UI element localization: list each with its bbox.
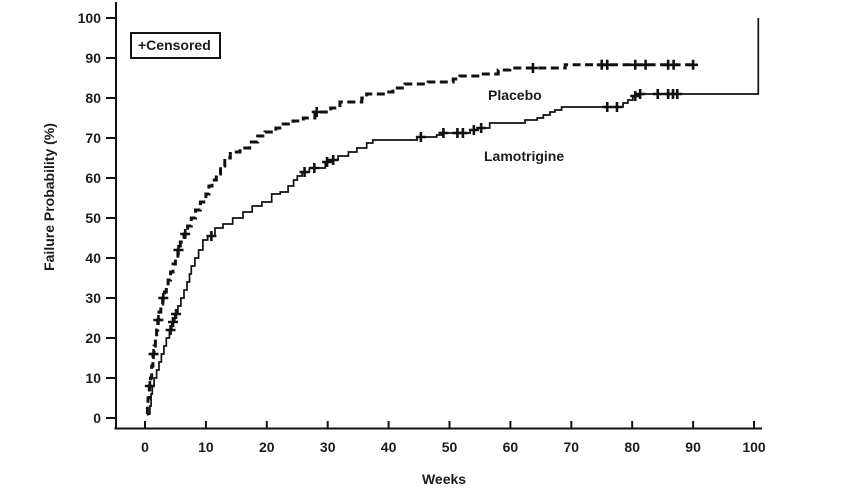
censor-mark — [148, 349, 159, 359]
x-tick-label: 40 — [381, 439, 397, 455]
censor-mark — [630, 59, 641, 70]
censor-mark — [602, 59, 613, 70]
placebo-censor-marks — [144, 59, 699, 391]
y-tick-label: 80 — [85, 90, 101, 106]
censor-mark — [476, 123, 487, 133]
y-tick-label: 40 — [85, 250, 101, 266]
y-tick-label: 30 — [85, 290, 101, 306]
x-tick-label: 70 — [564, 439, 580, 455]
y-tick-label: 50 — [85, 210, 101, 226]
censor-mark — [468, 125, 479, 135]
y-tick-label: 90 — [85, 50, 101, 66]
censor-mark — [652, 89, 663, 99]
censor-mark — [309, 163, 320, 173]
censor-mark — [173, 245, 184, 255]
censor-mark — [668, 59, 679, 70]
censor-mark — [438, 128, 449, 138]
censor-mark — [180, 229, 191, 239]
x-tick-label: 10 — [198, 439, 214, 455]
y-tick-label: 70 — [85, 130, 101, 146]
placebo-curve — [145, 63, 695, 416]
y-axis-title: Failure Probability (%) — [41, 123, 57, 271]
censor-mark — [640, 59, 651, 70]
censor-mark — [158, 293, 169, 303]
censor-mark — [415, 132, 426, 142]
x-tick-label: 100 — [742, 439, 766, 455]
y-tick-label: 10 — [85, 370, 101, 386]
lamotrigine-series-label: Lamotrigine — [484, 148, 565, 164]
x-tick-label: 0 — [141, 439, 149, 455]
censor-mark — [602, 102, 613, 112]
censor-mark — [688, 59, 699, 70]
lamotrigine-curve — [148, 18, 760, 415]
x-tick-label: 20 — [259, 439, 275, 455]
x-tick-label: 80 — [624, 439, 640, 455]
censor-mark — [527, 63, 538, 73]
y-tick-label: 100 — [78, 10, 102, 26]
censor-mark — [611, 102, 622, 112]
y-tick-label: 0 — [93, 410, 101, 426]
x-tick-label: 90 — [685, 439, 701, 455]
x-axis-title: Weeks — [421, 471, 467, 487]
placebo-series-label: Placebo — [488, 87, 542, 103]
y-tick-label: 60 — [85, 170, 101, 186]
lamotrigine-censor-marks — [165, 89, 683, 335]
y-tick-label: 20 — [85, 330, 101, 346]
censor-mark — [165, 325, 176, 335]
censor-mark — [311, 107, 322, 117]
x-tick-label: 30 — [320, 439, 336, 455]
censor-mark — [168, 317, 179, 327]
x-tick-label: 50 — [442, 439, 458, 455]
censored-legend: +Censored — [130, 32, 221, 59]
censor-mark — [171, 309, 182, 319]
x-tick-label: 60 — [503, 439, 519, 455]
censor-mark — [457, 128, 468, 138]
censor-mark — [206, 231, 217, 241]
censor-mark — [153, 315, 164, 325]
censor-mark — [635, 89, 646, 99]
censor-mark — [299, 167, 310, 177]
censor-mark — [672, 89, 683, 99]
censor-mark — [328, 155, 339, 165]
censor-mark — [322, 157, 333, 167]
censor-mark — [630, 91, 641, 101]
